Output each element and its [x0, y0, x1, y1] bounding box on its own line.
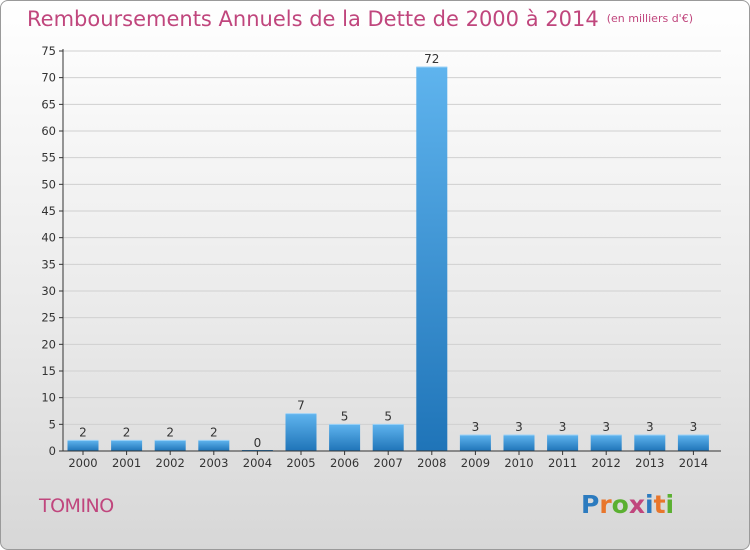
logo-letter: i	[665, 490, 675, 519]
x-tick-label: 2004	[243, 456, 272, 470]
unit-note: (en milliers d'€)	[606, 12, 693, 25]
data-label: 72	[424, 52, 439, 66]
bar	[285, 413, 317, 451]
bar	[154, 440, 186, 451]
y-tick-label: 65	[41, 97, 56, 111]
bar	[677, 435, 709, 451]
y-tick-label: 70	[41, 71, 56, 85]
data-label: 2	[210, 425, 218, 439]
x-tick-label: 2009	[461, 456, 490, 470]
chart-title-text: Remboursements Annuels de la Dette de 20…	[27, 7, 599, 31]
logo-letter: P	[581, 490, 600, 519]
data-label: 3	[690, 420, 698, 434]
y-tick-label: 55	[41, 151, 56, 165]
bar	[329, 424, 361, 451]
y-tick-label: 75	[41, 44, 56, 58]
logo-letter: t	[653, 490, 666, 519]
data-label: 3	[472, 420, 480, 434]
chart-title: Remboursements Annuels de la Dette de 20…	[27, 7, 693, 31]
logo-letter: x	[628, 490, 645, 519]
logo-letter: i	[645, 490, 654, 519]
y-tick-label: 5	[49, 417, 56, 431]
y-tick-label: 0	[49, 444, 56, 458]
x-tick-label: 2013	[635, 456, 664, 470]
commune-name: TOMINO	[39, 495, 114, 517]
data-label: 2	[123, 425, 131, 439]
x-tick-label: 2008	[417, 456, 446, 470]
x-tick-label: 2014	[679, 456, 708, 470]
y-tick-label: 15	[41, 364, 56, 378]
y-tick-label: 50	[41, 177, 56, 191]
data-label: 2	[166, 425, 174, 439]
x-tick-label: 2003	[199, 456, 228, 470]
y-tick-label: 10	[41, 391, 56, 405]
bar	[634, 435, 666, 451]
data-label: 3	[515, 420, 523, 434]
bar	[198, 440, 230, 451]
x-tick-label: 2006	[330, 456, 359, 470]
bar	[372, 424, 404, 451]
y-tick-label: 40	[41, 231, 56, 245]
data-label: 3	[602, 420, 610, 434]
x-tick-label: 2012	[592, 456, 621, 470]
data-label: 0	[254, 436, 262, 450]
y-tick-label: 60	[41, 124, 56, 138]
data-label: 5	[384, 409, 392, 423]
x-tick-label: 2010	[504, 456, 533, 470]
data-label: 2	[79, 425, 87, 439]
y-tick-label: 30	[41, 284, 56, 298]
logo-letter: r	[599, 490, 612, 519]
x-tick-label: 2002	[156, 456, 185, 470]
logo-letter: o	[611, 490, 629, 519]
x-tick-label: 2000	[68, 456, 97, 470]
data-label: 3	[559, 420, 567, 434]
y-tick-label: 20	[41, 337, 56, 351]
y-tick-label: 35	[41, 257, 56, 271]
data-label: 7	[297, 399, 305, 413]
data-label: 3	[646, 420, 654, 434]
bar	[547, 435, 579, 451]
bar	[590, 435, 622, 451]
y-tick-label: 45	[41, 204, 56, 218]
bar	[67, 440, 99, 451]
x-tick-label: 2011	[548, 456, 577, 470]
data-label: 5	[341, 409, 349, 423]
bar	[416, 67, 448, 451]
x-tick-label: 2005	[286, 456, 315, 470]
y-tick-label: 25	[41, 311, 56, 325]
bar	[459, 435, 491, 451]
proxiti-logo: Proxiti	[581, 490, 674, 519]
x-tick-label: 2007	[374, 456, 403, 470]
x-tick-label: 2001	[112, 456, 141, 470]
bar	[503, 435, 535, 451]
bar	[111, 440, 143, 451]
